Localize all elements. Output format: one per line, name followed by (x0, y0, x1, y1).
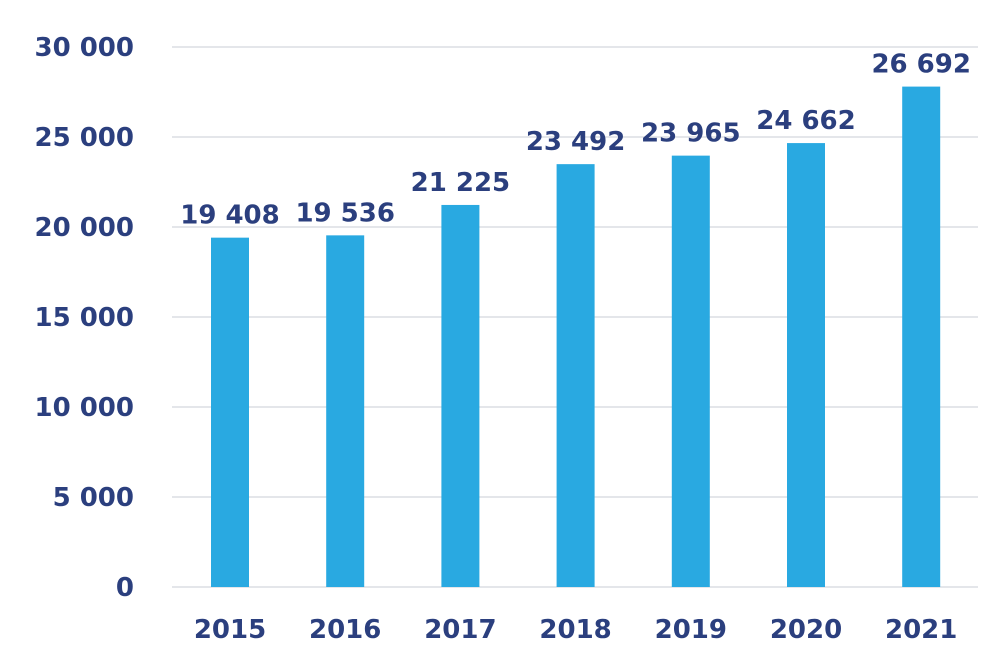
y-tick-label: 5 000 (53, 483, 134, 513)
x-tick-label: 2020 (770, 615, 842, 645)
data-label: 24 662 (756, 106, 856, 136)
y-tick-label: 0 (116, 573, 134, 603)
data-label: 19 536 (295, 198, 395, 228)
bar (902, 86, 941, 587)
x-axis-ticks: 2015 2016 2017 2018 2019 2020 2021 (194, 615, 958, 645)
data-label: 26 692 (871, 50, 971, 80)
bar (787, 143, 825, 588)
data-labels: 19 408 19 536 21 225 23 492 23 965 24 662 26 6… (180, 50, 971, 231)
y-axis-ticks: 0 5 000 10 000 15 000 20 000 25 000 30 000 (34, 33, 134, 603)
y-tick-label: 15 000 (34, 303, 134, 333)
y-tick-label: 25 000 (34, 123, 134, 153)
bar (441, 204, 480, 587)
x-tick-label: 2019 (655, 615, 727, 645)
data-label: 23 965 (641, 119, 741, 149)
data-label: 19 408 (180, 201, 280, 231)
y-tick-label: 10 000 (34, 393, 134, 423)
y-tick-label: 20 000 (34, 213, 134, 243)
bar (326, 235, 365, 588)
bar (556, 164, 595, 588)
bar (211, 237, 249, 587)
data-label: 21 225 (411, 168, 511, 198)
x-tick-label: 2021 (885, 615, 957, 645)
y-tick-label: 30 000 (34, 33, 134, 63)
x-tick-label: 2015 (194, 615, 266, 645)
x-tick-label: 2017 (424, 615, 496, 645)
x-tick-label: 2018 (539, 615, 611, 645)
bars (211, 86, 941, 588)
data-label: 23 492 (526, 127, 626, 157)
x-tick-label: 2016 (309, 615, 381, 645)
bar (671, 155, 710, 587)
